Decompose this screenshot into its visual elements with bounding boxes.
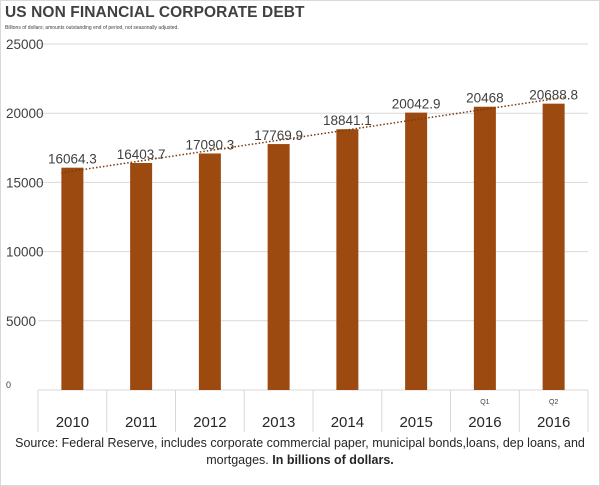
- x-tick-label: 2012: [193, 414, 226, 431]
- data-label: 20042.9: [392, 97, 441, 112]
- chart-subtitle: Billions of dollars; amounts outstanding…: [5, 25, 179, 31]
- y-tick-label: 0: [6, 380, 11, 390]
- data-label: 18841.1: [323, 113, 372, 128]
- y-tick-label: 20000: [6, 106, 44, 121]
- bar: [542, 103, 565, 391]
- data-label: 20468: [466, 91, 504, 106]
- y-tick-label: 10000: [6, 245, 44, 260]
- source-note: Source: Federal Reserve, includes corpor…: [0, 435, 600, 469]
- chart-title: US NON FINANCIAL CORPORATE DEBT: [5, 4, 305, 21]
- bar: [198, 153, 221, 390]
- x-tick-label: 2015: [399, 414, 432, 431]
- y-tick-label: 25000: [6, 37, 44, 52]
- data-label: 16403.7: [117, 147, 166, 162]
- x-tick-label: 2016: [468, 414, 501, 431]
- x-tick-sublabel: Q2: [549, 399, 558, 406]
- x-tick-label: 2010: [56, 414, 89, 431]
- data-label: 16064.3: [48, 152, 97, 167]
- bar: [267, 144, 290, 390]
- y-tick-label: 5000: [6, 314, 36, 329]
- bar: [336, 129, 359, 390]
- x-tick-sublabel: Q1: [480, 399, 489, 406]
- data-label: 17090.3: [185, 137, 234, 152]
- x-tick-label: 2013: [262, 414, 295, 431]
- trendline: [61, 96, 565, 174]
- x-tick-label: 2014: [331, 414, 364, 431]
- x-tick-label: 2016: [537, 414, 570, 431]
- x-tick-label: 2011: [125, 414, 157, 431]
- source-units: In billions of dollars.: [272, 453, 394, 467]
- bar: [473, 106, 496, 391]
- data-label: 17769.9: [254, 128, 303, 143]
- bar: [61, 167, 84, 390]
- data-label: 20688.8: [529, 88, 578, 103]
- bar: [130, 162, 153, 390]
- bar: [405, 112, 428, 390]
- source-text: Source: Federal Reserve, includes corpor…: [15, 436, 585, 467]
- y-tick-label: 15000: [6, 175, 44, 190]
